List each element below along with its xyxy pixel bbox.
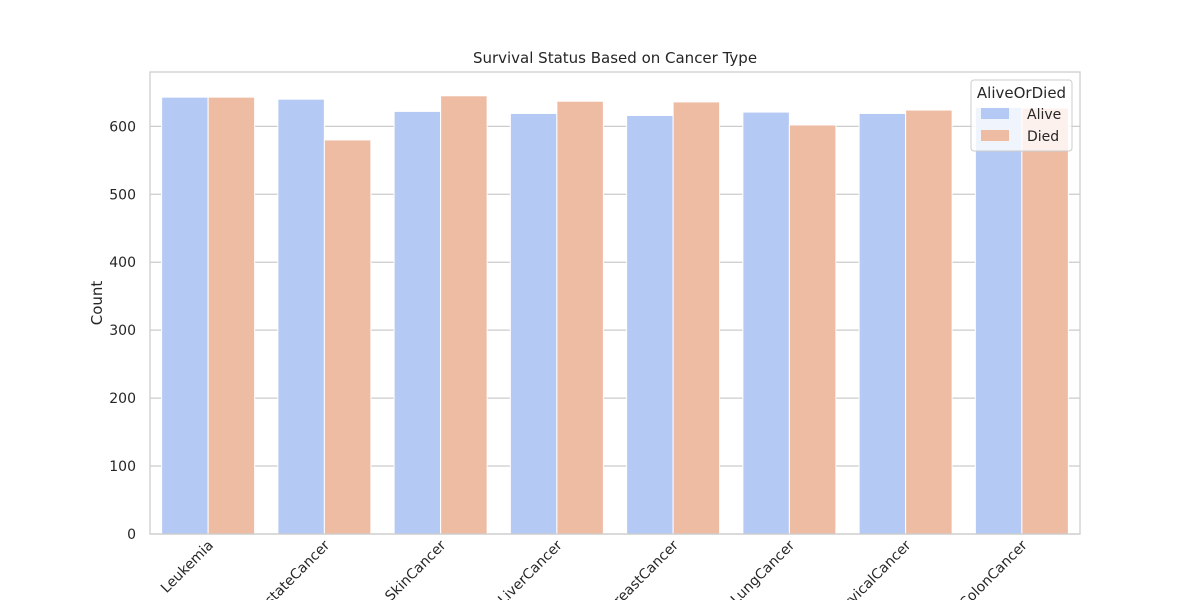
chart-title: Survival Status Based on Cancer Type <box>473 49 757 67</box>
y-tick-labels: 0 100 200 300 400 500 600 <box>109 119 136 543</box>
x-tick-label: Leukemia <box>158 538 217 597</box>
bar-alive-lungcancer <box>742 111 790 535</box>
bar-alive-coloncancer <box>974 106 1023 535</box>
x-tick-label: ProstateCancer <box>246 537 333 600</box>
legend-entries: Alive Died <box>981 107 1061 145</box>
x-tick-label: LiverCancer <box>495 537 566 600</box>
bar-alive-breastcancer <box>626 114 674 535</box>
legend-label-alive: Alive <box>1027 107 1061 123</box>
bar-alive-cervicalcancer <box>858 112 907 535</box>
legend-swatch-died <box>981 130 1009 141</box>
y-tick-label: 300 <box>109 323 136 339</box>
x-tick-label: ColonCancer <box>956 537 1030 600</box>
bar-died-lungcancer <box>788 124 837 535</box>
x-tick-label: SkinCancer <box>382 537 449 600</box>
y-tick-label: 400 <box>109 255 136 271</box>
legend-label-died: Died <box>1027 129 1059 145</box>
legend: AliveOrDied Alive Died <box>970 79 1073 152</box>
bar-died-skincancer <box>440 95 488 535</box>
bar-died-leukemia <box>207 96 256 535</box>
bar-died-prostatecancer <box>323 139 372 535</box>
y-tick-label: 0 <box>127 527 136 543</box>
bar-died-cervicalcancer <box>905 109 953 535</box>
plot-frame <box>149 71 1081 535</box>
y-tick-label: 100 <box>109 459 136 475</box>
y-axis-label: Count <box>88 281 106 326</box>
y-tick-label: 200 <box>109 391 136 407</box>
y-tick-label: 500 <box>109 187 136 203</box>
bars <box>161 95 1069 535</box>
bar-died-coloncancer <box>1021 107 1069 535</box>
x-tick-label: BreastCancer <box>604 537 682 600</box>
bar-alive-skincancer <box>393 110 442 535</box>
bar-alive-prostatecancer <box>277 98 325 535</box>
bar-died-breastcancer <box>672 101 721 535</box>
bar-alive-leukemia <box>161 96 209 535</box>
x-tick-label: LungCancer <box>728 537 799 600</box>
legend-swatch-alive <box>981 108 1009 119</box>
legend-title: AliveOrDied <box>977 84 1066 102</box>
y-tick-label: 600 <box>109 119 136 135</box>
x-tick-labels: Leukemia ProstateCancer SkinCancer LiverCan… <box>158 537 1031 600</box>
bar-died-livercancer <box>556 100 604 535</box>
bar-alive-livercancer <box>509 112 558 535</box>
x-tick-label: CervicalCancer <box>828 537 914 600</box>
